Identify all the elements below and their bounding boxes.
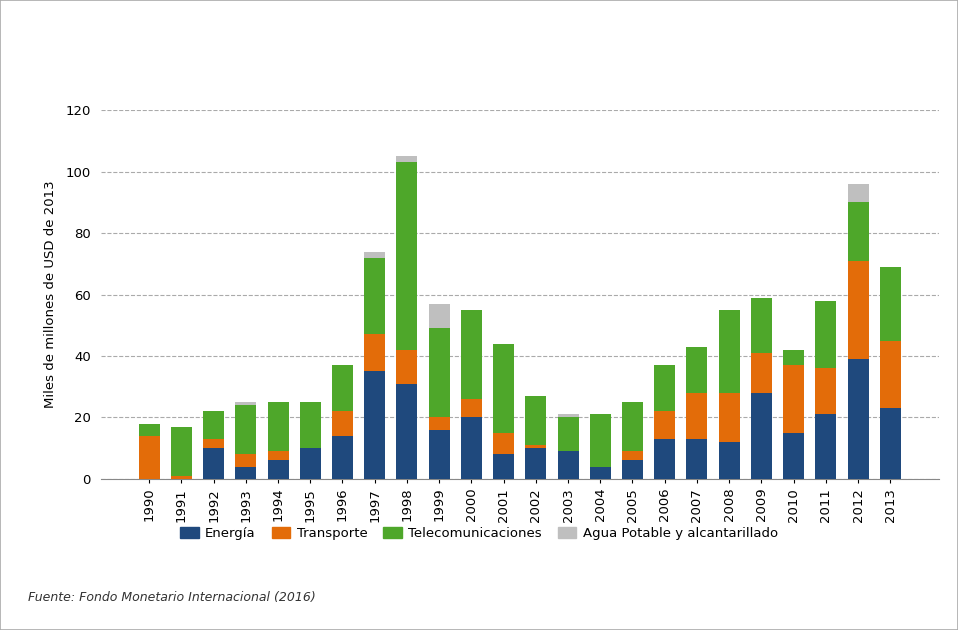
Bar [428, 430, 449, 479]
Bar [236, 454, 257, 466]
Bar [203, 439, 224, 448]
Bar [654, 365, 675, 411]
Bar [267, 451, 288, 461]
Bar [364, 371, 385, 479]
Bar [815, 368, 836, 415]
Bar [879, 267, 901, 341]
Bar [590, 415, 611, 466]
Bar [815, 301, 836, 368]
Bar [139, 423, 160, 436]
Bar [332, 436, 353, 479]
Bar [815, 415, 836, 479]
Bar [364, 335, 385, 371]
Bar [300, 448, 321, 479]
Bar [687, 393, 707, 439]
Text: infraestructura,  por región y sector (1990-2003): infraestructura, por región y sector (19… [210, 66, 748, 86]
Bar [525, 445, 546, 448]
Bar [718, 393, 740, 442]
Bar [558, 417, 579, 451]
Bar [525, 448, 546, 479]
Bar [364, 251, 385, 258]
Y-axis label: Miles de millones de USD de 2013: Miles de millones de USD de 2013 [44, 181, 57, 408]
Bar [171, 427, 192, 476]
Bar [493, 433, 514, 454]
Bar [687, 346, 707, 393]
Bar [203, 411, 224, 439]
Bar [397, 350, 418, 384]
Bar [397, 156, 418, 163]
Bar [783, 350, 804, 365]
Bar [493, 344, 514, 433]
Bar [364, 258, 385, 335]
Bar [397, 384, 418, 479]
Bar [493, 454, 514, 479]
Bar [461, 310, 482, 399]
Bar [783, 365, 804, 433]
Bar [783, 433, 804, 479]
Bar [654, 411, 675, 439]
Bar [879, 408, 901, 479]
Bar [654, 439, 675, 479]
Bar [428, 418, 449, 430]
Bar [687, 439, 707, 479]
Bar [879, 341, 901, 408]
Bar [236, 466, 257, 479]
Bar [236, 405, 257, 454]
Bar [397, 163, 418, 350]
Bar [622, 461, 643, 479]
Bar [848, 202, 869, 261]
Legend: Energía, Transporte, Telecomunicaciones, Agua Potable y alcantarillado: Energía, Transporte, Telecomunicaciones,… [174, 522, 784, 546]
Bar [718, 442, 740, 479]
Bar [267, 402, 288, 451]
Bar [558, 451, 579, 479]
Bar [590, 466, 611, 479]
Bar [461, 399, 482, 417]
Bar [461, 417, 482, 479]
Bar [428, 328, 449, 417]
Bar [751, 297, 772, 353]
Bar [848, 261, 869, 359]
Bar [139, 436, 160, 479]
Bar [267, 461, 288, 479]
Text: Fuente: Fondo Monetario Internacional (2016): Fuente: Fondo Monetario Internacional (2… [29, 591, 316, 604]
Bar [203, 448, 224, 479]
Bar [622, 402, 643, 451]
Bar [171, 476, 192, 479]
Bar [300, 402, 321, 448]
Bar [718, 310, 740, 393]
Bar [848, 359, 869, 479]
Bar [236, 402, 257, 405]
Bar [525, 396, 546, 445]
Text: Brasil:  Compromiso de participación  privada en inversión en: Brasil: Compromiso de participación priv… [140, 21, 818, 41]
Bar [751, 393, 772, 479]
Bar [332, 365, 353, 411]
Bar [332, 411, 353, 436]
Bar [751, 353, 772, 393]
Bar [428, 304, 449, 328]
Bar [622, 451, 643, 461]
Bar [848, 184, 869, 202]
Bar [558, 415, 579, 417]
